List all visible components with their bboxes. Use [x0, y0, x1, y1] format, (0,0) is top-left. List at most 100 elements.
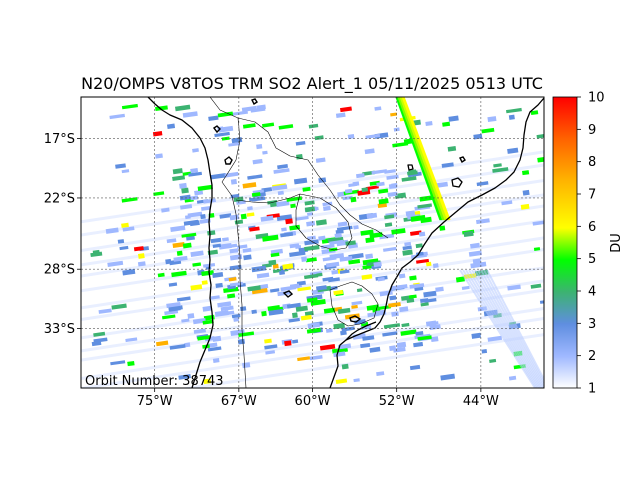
- so2-pixel: [344, 188, 353, 194]
- so2-pixel: [214, 131, 230, 138]
- so2-pixel: [409, 283, 425, 289]
- lon-tick-label: 52°W: [379, 394, 415, 409]
- so2-pixel: [292, 312, 298, 319]
- so2-pixel: [164, 309, 179, 316]
- so2-pixel: [202, 319, 214, 325]
- so2-pixel: [307, 235, 316, 241]
- so2-pixel: [267, 305, 281, 311]
- so2-pixel: [304, 310, 314, 317]
- so2-pixel: [376, 181, 385, 187]
- so2-pixel: [373, 261, 382, 268]
- so2-pixel: [261, 187, 273, 193]
- so2-pixel: [404, 241, 412, 247]
- so2-pixel: [533, 247, 541, 251]
- so2-pixel: [152, 131, 163, 137]
- so2-pixel: [110, 360, 126, 366]
- so2-pixel: [188, 171, 203, 177]
- so2-pixel: [323, 307, 336, 314]
- so2-pixel: [304, 239, 319, 246]
- lake-4: [349, 315, 362, 323]
- so2-pixel: [162, 314, 176, 320]
- swath-stripe: [81, 248, 544, 322]
- so2-pixel: [306, 297, 318, 303]
- so2-pixel: [374, 106, 382, 111]
- so2-pixel: [212, 243, 222, 248]
- so2-pixel: [295, 215, 309, 221]
- so2-pixel: [470, 242, 480, 249]
- so2-pixel: [391, 284, 408, 291]
- so2-pixel: [117, 239, 125, 244]
- so2-pixel: [371, 169, 388, 175]
- so2-pixel: [207, 342, 218, 348]
- so2-pixel: [280, 231, 294, 238]
- so2-pixel: [185, 215, 191, 220]
- so2-pixel: [329, 239, 344, 245]
- la-plata-estuary: [345, 321, 377, 341]
- so2-pixel: [251, 309, 257, 314]
- so2-pixel: [340, 106, 352, 113]
- swath-stripe: [81, 163, 544, 237]
- so2-pixel: [212, 335, 222, 342]
- so2-pixel: [256, 272, 270, 279]
- so2-pixel: [247, 174, 263, 180]
- so2-pixel: [278, 124, 294, 130]
- so2-pixel: [353, 225, 359, 230]
- colorbar-tick-label: 5: [588, 252, 596, 267]
- so2-pixel: [93, 331, 106, 337]
- so2-pixel: [258, 283, 269, 290]
- so2-pixel: [247, 206, 253, 211]
- so2-pixel: [417, 203, 433, 209]
- so2-pixel: [295, 305, 308, 312]
- so2-pixel: [315, 157, 326, 163]
- lat-tick-label: 28°S: [44, 263, 75, 278]
- so2-pixel: [306, 327, 321, 334]
- island-1: [451, 177, 463, 188]
- so2-pixel: [473, 133, 483, 140]
- so2-pixel: [369, 232, 383, 239]
- so2-pixel: [268, 259, 277, 266]
- so2-pixel: [315, 285, 327, 291]
- so2-pixel: [210, 295, 220, 300]
- so2-pixel: [173, 255, 188, 262]
- so2-pixel: [301, 256, 308, 263]
- so2-pixel: [322, 276, 334, 282]
- so2-pixel: [374, 132, 389, 139]
- so2-pixel: [333, 289, 344, 296]
- so2-plume-swath: [395, 97, 544, 388]
- so2-pixel: [489, 358, 497, 363]
- colorbar-ticks: 1 2 3 4 5 6 7 8 9 10: [577, 91, 605, 397]
- so2-pixel: [398, 273, 406, 279]
- so2-pixel: [170, 225, 186, 232]
- so2-pixel: [181, 232, 197, 238]
- longitude-axis: 75°W 67°W 60°W 52°W 44°W: [137, 388, 499, 409]
- so2-pixel: [262, 234, 279, 242]
- so2-pixel: [256, 144, 263, 150]
- so2-pixel: [172, 241, 185, 249]
- colorbar-tick-label: 6: [588, 220, 596, 235]
- map-panel: Orbit Number: 38743: [80, 96, 545, 389]
- so2-pixel: [194, 189, 204, 196]
- so2-pixel: [415, 243, 423, 249]
- so2-pixel: [243, 254, 252, 261]
- so2-pixel: [229, 281, 244, 287]
- so2-pixel: [306, 220, 316, 227]
- border-bolivia-argentina: [235, 193, 301, 204]
- so2-pixel: [410, 214, 426, 222]
- so2-pixel: [537, 156, 544, 163]
- so2-pixel: [392, 141, 409, 148]
- so2-pixel: [356, 288, 363, 293]
- so2-pixel: [201, 206, 211, 211]
- so2-pixel: [268, 308, 284, 316]
- so2-pixel: [192, 262, 202, 267]
- so2-pixel: [252, 158, 263, 165]
- so2-pixel: [384, 214, 395, 220]
- border-peru-bolivia: [221, 117, 241, 183]
- so2-pixel: [119, 245, 129, 251]
- so2-pixel: [493, 163, 502, 168]
- so2-pixel: [341, 326, 355, 332]
- so2-pixel: [365, 133, 381, 139]
- so2-pixel: [379, 233, 395, 240]
- so2-pixel: [202, 305, 212, 312]
- so2-pixel: [277, 164, 288, 170]
- so2-pixel: [507, 284, 521, 291]
